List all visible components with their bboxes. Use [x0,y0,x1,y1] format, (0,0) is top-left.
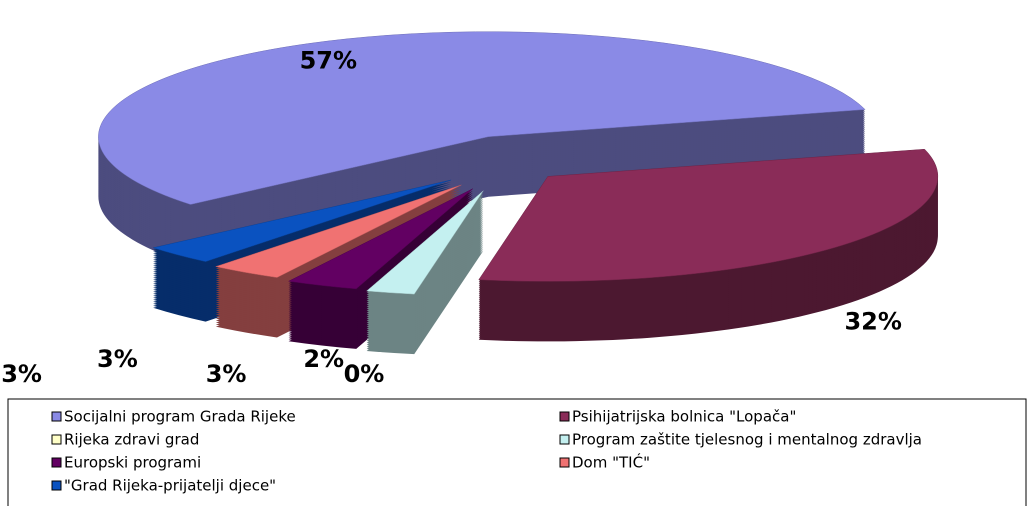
legend-swatch [51,480,62,491]
legend-label: "Grad Rijeka-prijatelji djece" [64,477,276,495]
slice [478,148,939,282]
slice [152,179,452,262]
legend-box [7,398,1027,506]
data-label: 2% [303,345,344,373]
legend-label: Rijeka zdravi grad [64,431,199,449]
data-label: 3% [97,345,138,373]
legend-swatch [51,457,62,468]
data-label: 0% [344,360,385,388]
legend-label: Dom "TIĆ" [572,453,650,472]
legend-swatch [51,411,62,422]
legend-label: Psihijatrijska bolnica "Lopača" [572,408,796,426]
legend-label: Socijalni program Grada Rijeke [64,408,296,426]
data-label: 32% [844,307,901,335]
slice [366,190,484,295]
legend-label: Program zaštite tjelesnog i mentalnog zd… [572,431,922,449]
legend-swatch [51,434,62,445]
legend-swatch [559,434,570,445]
data-label: 3% [1,360,42,388]
slice [98,31,866,205]
data-label: 3% [206,360,247,388]
legend-swatch [559,411,570,422]
slice [214,184,462,278]
legend-swatch [559,457,570,468]
data-label: 57% [300,47,357,75]
slice [287,188,474,290]
legend-label: Europski programi [64,454,201,472]
